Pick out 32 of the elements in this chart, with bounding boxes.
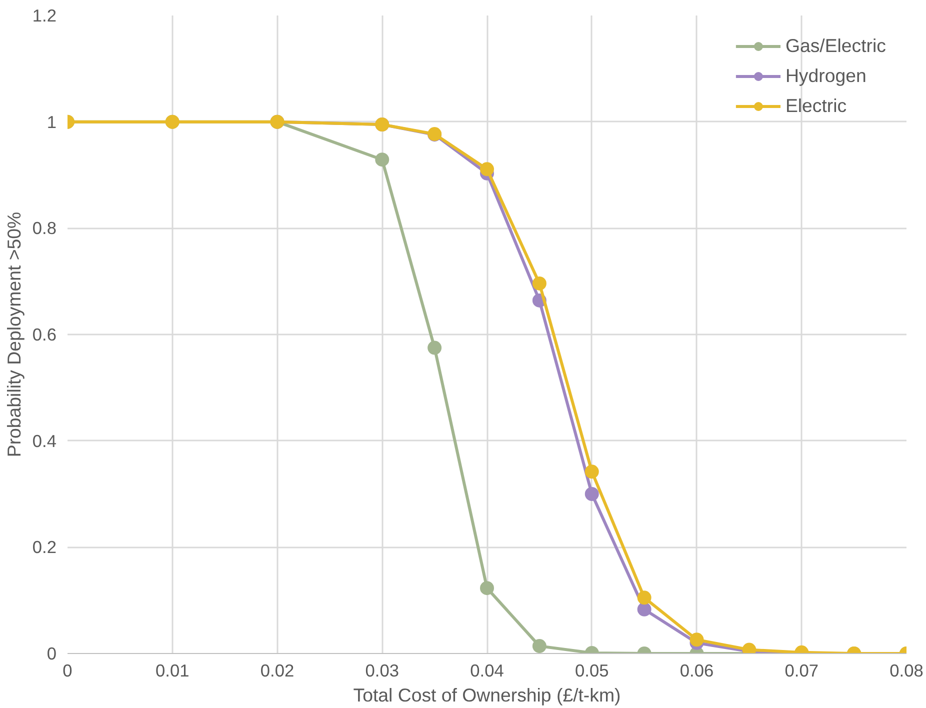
y-tick-label: 0.8: [32, 218, 57, 238]
legend-label: Gas/Electric: [785, 35, 886, 57]
point: [637, 590, 652, 605]
y-axis-title: Probability Deployment >50%: [3, 212, 24, 458]
x-tick-label: 0.08: [890, 660, 924, 680]
y-tick-label: 0: [46, 644, 57, 664]
y-tick-label: 0.4: [32, 430, 57, 451]
legend-label: Electric: [785, 95, 847, 117]
point: [480, 581, 494, 596]
x-tick-label: 0.03: [365, 660, 399, 680]
y-tick-label: 0.6: [32, 324, 57, 344]
y-tick-label: 0.2: [32, 537, 57, 558]
point: [584, 464, 599, 479]
point: [584, 487, 599, 501]
x-tick-label: 0.04: [470, 660, 504, 680]
point: [480, 162, 494, 176]
y-tick-label: 1: [46, 112, 57, 132]
point: [637, 602, 652, 616]
point: [375, 152, 390, 167]
y-tick-label: 1.2: [32, 6, 57, 26]
x-tick-label: 0: [62, 660, 72, 680]
legend-label: Hydrogen: [785, 65, 866, 87]
x-tick-label: 0.01: [156, 660, 190, 680]
x-tick-label: 0.06: [680, 660, 714, 680]
point: [532, 639, 546, 654]
point: [690, 632, 704, 647]
x-axis-title: Total Cost of Ownership (£/t-km): [353, 684, 621, 706]
x-tick-label: 0.02: [260, 660, 294, 680]
point: [428, 340, 442, 355]
x-tick-label: 0.05: [575, 660, 609, 680]
point: [532, 276, 546, 290]
x-tick-label: 0.07: [784, 660, 818, 680]
